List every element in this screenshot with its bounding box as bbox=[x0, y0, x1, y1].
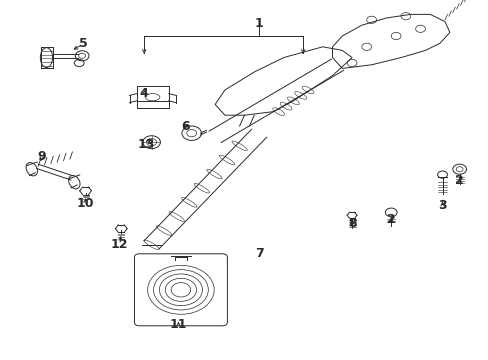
Text: 1: 1 bbox=[254, 17, 263, 30]
Text: 2: 2 bbox=[386, 213, 395, 226]
Text: 6: 6 bbox=[181, 120, 190, 132]
Text: 13: 13 bbox=[138, 138, 155, 150]
Text: 3: 3 bbox=[437, 199, 446, 212]
Text: 12: 12 bbox=[111, 238, 128, 251]
Text: 10: 10 bbox=[77, 197, 94, 210]
Text: 7: 7 bbox=[254, 247, 263, 260]
Text: 11: 11 bbox=[169, 318, 187, 330]
Text: 9: 9 bbox=[37, 150, 46, 163]
Text: 4: 4 bbox=[140, 87, 148, 100]
Text: 8: 8 bbox=[347, 217, 356, 230]
Text: 2: 2 bbox=[454, 174, 463, 186]
Text: 5: 5 bbox=[79, 37, 87, 50]
